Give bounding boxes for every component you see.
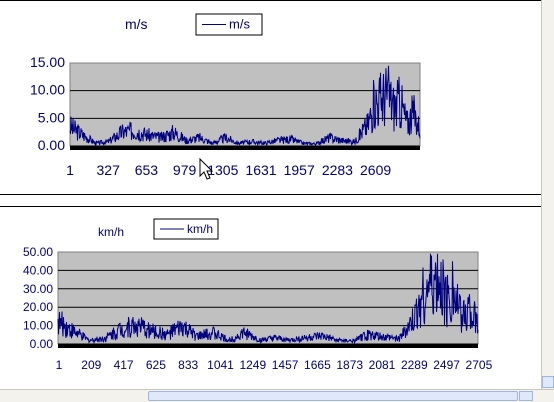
x-axis <box>58 344 478 348</box>
chart-kmh: km/h km/h 50.00 40.00 30.00 20.00 10.00 0.001 20… <box>23 218 493 372</box>
x-tick-label: 1665 <box>304 358 331 372</box>
x-tick-label: 625 <box>146 358 166 372</box>
x-tick-label: 2705 <box>466 358 493 372</box>
y-tick-label: 0.00 <box>30 337 54 351</box>
x-tick-label: 1957 <box>284 162 315 178</box>
legend-label: km/h <box>187 222 213 236</box>
y-tick-label: 15.00 <box>30 54 65 70</box>
scroll-down-button[interactable] <box>542 376 554 388</box>
series-line <box>57 253 479 345</box>
x-tick-label: 1631 <box>245 162 276 178</box>
x-tick-label: 1873 <box>336 358 363 372</box>
y-tick-label: 10.00 <box>30 82 65 98</box>
x-tick-label: 1457 <box>272 358 299 372</box>
x-tick-label: 1249 <box>239 358 266 372</box>
chart-title: m/s <box>125 16 148 32</box>
series-line <box>69 65 421 147</box>
x-tick-label: 2081 <box>369 358 396 372</box>
x-tick-label: 979 <box>173 162 197 178</box>
x-tick-label: 1041 <box>207 358 234 372</box>
y-tick-label: 0.00 <box>38 137 65 153</box>
x-tick-label: 2497 <box>433 358 460 372</box>
chart-panel-kmh: km/h km/h 50.00 40.00 30.00 20.00 10.00 0.00 1 20… <box>0 206 542 390</box>
x-tick-label: 417 <box>114 358 134 372</box>
x-tick-label: 2289 <box>401 358 428 372</box>
y-tick-label: 10.00 <box>23 319 53 333</box>
legend-label: m/s <box>229 17 250 32</box>
y-tick-label: 20.00 <box>23 300 53 314</box>
legend-box <box>195 13 263 36</box>
y-tick-label: 30.00 <box>23 282 53 296</box>
sheet-gap <box>0 194 542 207</box>
mouse-pointer-icon <box>199 158 214 180</box>
x-tick-label: 653 <box>135 162 159 178</box>
x-tick-label: 2283 <box>322 162 353 178</box>
x-tick-label: 2609 <box>360 162 391 178</box>
x-tick-label: 327 <box>97 162 121 178</box>
y-tick-label: 5.00 <box>38 109 65 125</box>
plot-area <box>69 62 421 147</box>
y-tick-label: 50.00 <box>23 245 53 259</box>
y-tick-label: 40.00 <box>23 263 53 277</box>
legend-box <box>153 218 219 240</box>
x-tick-label: 1305 <box>207 162 238 178</box>
x-tick-label: 1 <box>66 162 74 178</box>
horizontal-scrollbar[interactable] <box>0 389 554 402</box>
horizontal-scroll-thumb[interactable] <box>148 391 518 401</box>
x-tick-label: 209 <box>81 358 101 372</box>
scroll-right-button[interactable] <box>519 391 533 401</box>
chart-ms: m/s m/s 15.00 10.00 5.00 0.001 327 653 979 1305 16… <box>30 13 421 178</box>
x-axis <box>70 146 420 150</box>
chart-title: km/h <box>98 225 124 239</box>
x-tick-label: 833 <box>178 358 198 372</box>
x-tick-label: 1 <box>56 358 63 372</box>
chart-panel-ms: m/s m/s 15.00 10.00 5.00 0.00 1 327 653 979 1305 16… <box>0 0 542 195</box>
vertical-scrollbar[interactable] <box>541 0 554 390</box>
